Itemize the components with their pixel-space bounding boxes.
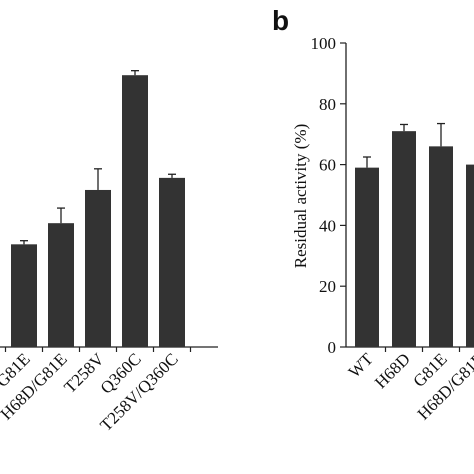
y-axis-title: Residual activity (%) <box>291 124 310 268</box>
panel-a-bar-h68d-g81e <box>48 223 74 347</box>
panel-b-y-tick-label: 60 <box>319 156 336 175</box>
panel-b-y-tick-label: 40 <box>319 216 336 235</box>
panel-a-bar-q360c <box>122 75 148 347</box>
panel-a-bar-t258v <box>85 189 111 347</box>
panel-b-chart: b Residual activity (%) 020406080100WTH6… <box>272 5 474 424</box>
panel-b-y-tick-label: 80 <box>319 95 336 114</box>
panel-b-y-tick-label: 100 <box>311 34 337 53</box>
panel-b-bar-wt <box>355 167 379 347</box>
panel-b-label: b <box>272 5 289 36</box>
panel-b-category-label: H68D <box>371 349 414 392</box>
panel-a-bar-g81e <box>11 244 37 347</box>
panel-b-y-tick-label: 20 <box>319 277 336 296</box>
panel-b-y-tick-label: 0 <box>328 338 337 357</box>
panel-b-bar-h68d <box>392 131 416 347</box>
panel-a-bar-t258v-q360c <box>159 177 185 347</box>
panel-b-bar-h68d-g81e <box>466 164 474 347</box>
panel-b-bar-g81e <box>429 146 453 347</box>
